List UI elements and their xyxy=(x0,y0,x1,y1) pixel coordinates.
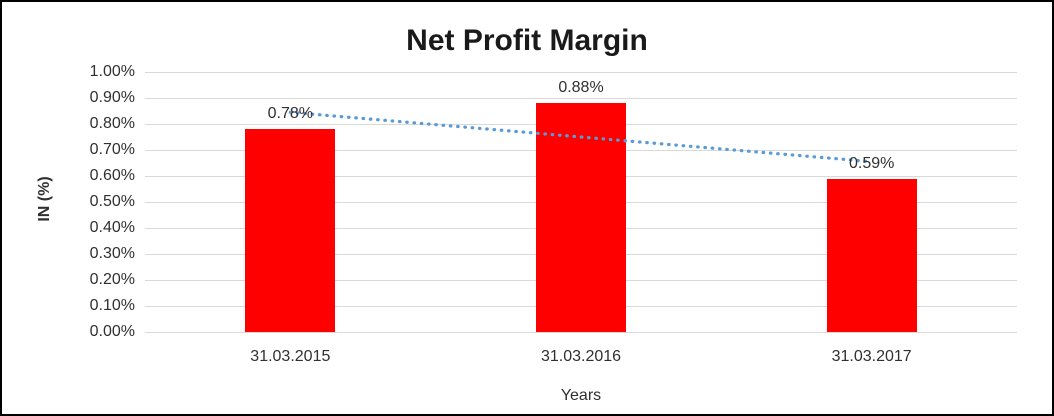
y-tick-label: 0.50% xyxy=(89,193,135,210)
x-axis-title: Years xyxy=(560,387,602,404)
y-tick-label: 0.40% xyxy=(89,219,135,236)
y-tick-label: 0.30% xyxy=(89,245,135,262)
bar-31.03.2016 xyxy=(536,103,626,332)
bar-31.03.2015 xyxy=(245,129,336,332)
y-axis-tick-labels: 1.00% 0.90% 0.80% 0.70% 0.60% 0.50% 0.40% 0.30%… xyxy=(2,63,135,340)
y-tick-label: 0.10% xyxy=(89,297,135,314)
gridline xyxy=(145,72,1017,73)
y-tick-label: 0.20% xyxy=(89,271,135,288)
data-label: 0.78% xyxy=(267,105,314,123)
y-tick-label: 0.00% xyxy=(89,323,135,340)
gridline xyxy=(145,98,1017,99)
y-tick-label: 0.70% xyxy=(89,141,135,158)
trendline xyxy=(288,110,874,164)
y-tick-label: 0.80% xyxy=(89,115,135,132)
plot-area: 0.78% 0.88% 0.59% xyxy=(145,72,1017,333)
data-label: 0.88% xyxy=(558,79,604,97)
x-tick-label: 31.03.2016 xyxy=(540,348,622,365)
gridline xyxy=(145,332,1017,333)
data-label: 0.59% xyxy=(848,154,895,172)
y-tick-label: 1.00% xyxy=(89,63,135,80)
bar-31.03.2017 xyxy=(826,178,917,332)
x-tick-label: 31.03.2017 xyxy=(831,348,912,365)
y-tick-label: 0.90% xyxy=(89,89,135,106)
chart-title: Net Profit Margin xyxy=(406,24,648,57)
y-tick-label: 0.60% xyxy=(89,167,135,184)
x-tick-label: 31.03.2015 xyxy=(250,348,331,365)
